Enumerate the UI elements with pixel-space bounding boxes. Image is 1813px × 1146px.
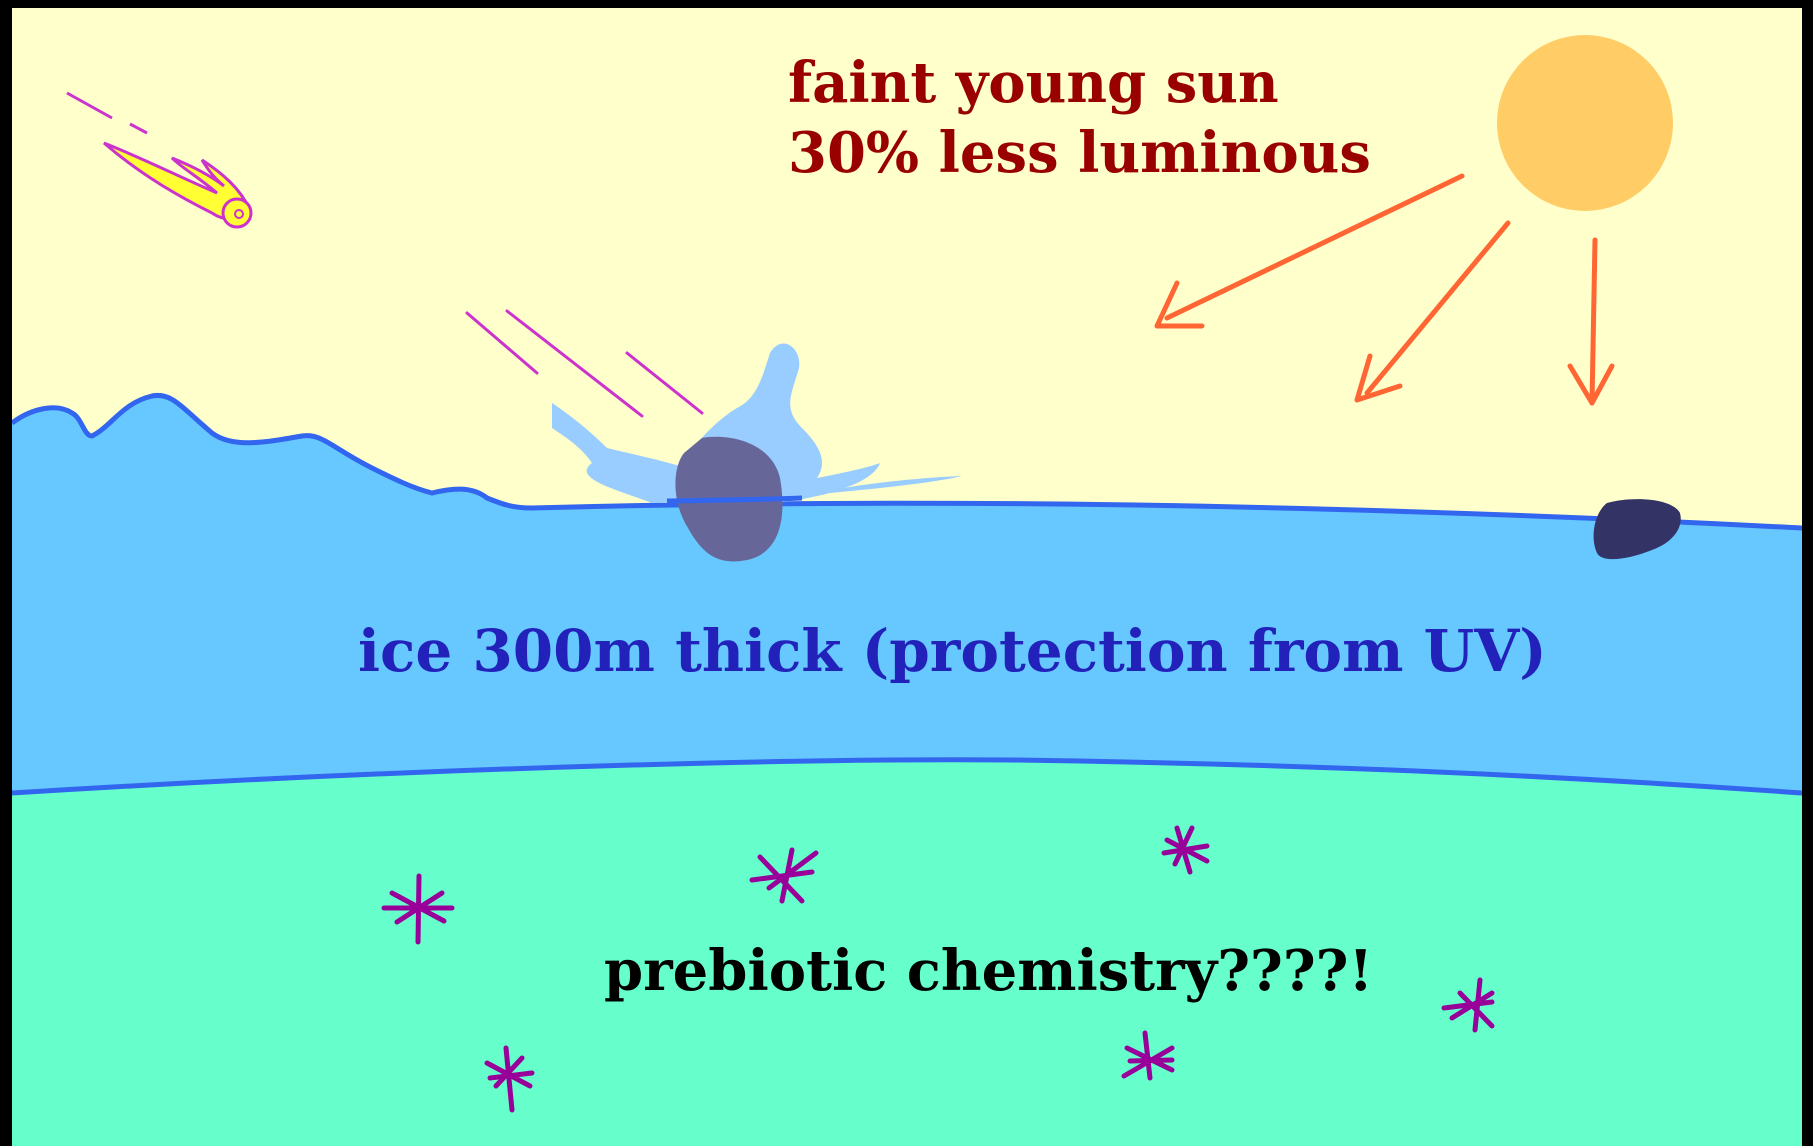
comet-streak	[66, 91, 113, 120]
molecule-icon	[1161, 825, 1210, 875]
ocean-region	[12, 759, 1802, 1146]
sun-ray-arrow	[1164, 173, 1465, 321]
molecule-icon	[1121, 1030, 1175, 1081]
comet-streak	[129, 122, 148, 135]
ocean-caption: prebiotic chemistry????!	[604, 938, 1374, 1004]
sun-ray-arrow	[1589, 237, 1598, 406]
meteor-streak	[505, 309, 644, 418]
sun-caption-line2: 30% less luminous	[788, 120, 1371, 186]
molecules	[381, 825, 1495, 1113]
impactor-trail	[465, 309, 704, 418]
impact-ice-line	[666, 495, 803, 504]
meteor-streak	[625, 351, 704, 415]
arrowhead	[1567, 363, 1615, 406]
molecule-icon	[749, 847, 819, 904]
meteor-streak	[465, 311, 539, 375]
ice-caption: ice 300m thick (protection from UV)	[358, 617, 1547, 685]
arrowhead	[1354, 353, 1403, 403]
ice-surface-line	[12, 392, 1802, 531]
comet-core	[234, 209, 244, 219]
molecule-icon	[1441, 977, 1495, 1033]
sun-rays	[1154, 173, 1615, 406]
sun-caption-line1: faint young sun	[788, 50, 1279, 116]
surface-rock-icon	[1593, 499, 1681, 560]
europa-ice-scene: faint young sun 30% less luminous ice 30…	[12, 8, 1802, 1146]
molecule-icon	[484, 1045, 535, 1113]
comet-nucleus	[221, 197, 253, 229]
comet-icon	[66, 91, 253, 229]
ice-splash-icon	[552, 343, 962, 503]
ice-ocean-boundary	[12, 757, 1802, 796]
arrowhead	[1154, 280, 1205, 329]
comet-tail	[103, 141, 252, 221]
sun-ray-arrow	[1364, 220, 1511, 396]
molecule-icon	[381, 873, 455, 945]
sun-icon	[1497, 35, 1673, 211]
